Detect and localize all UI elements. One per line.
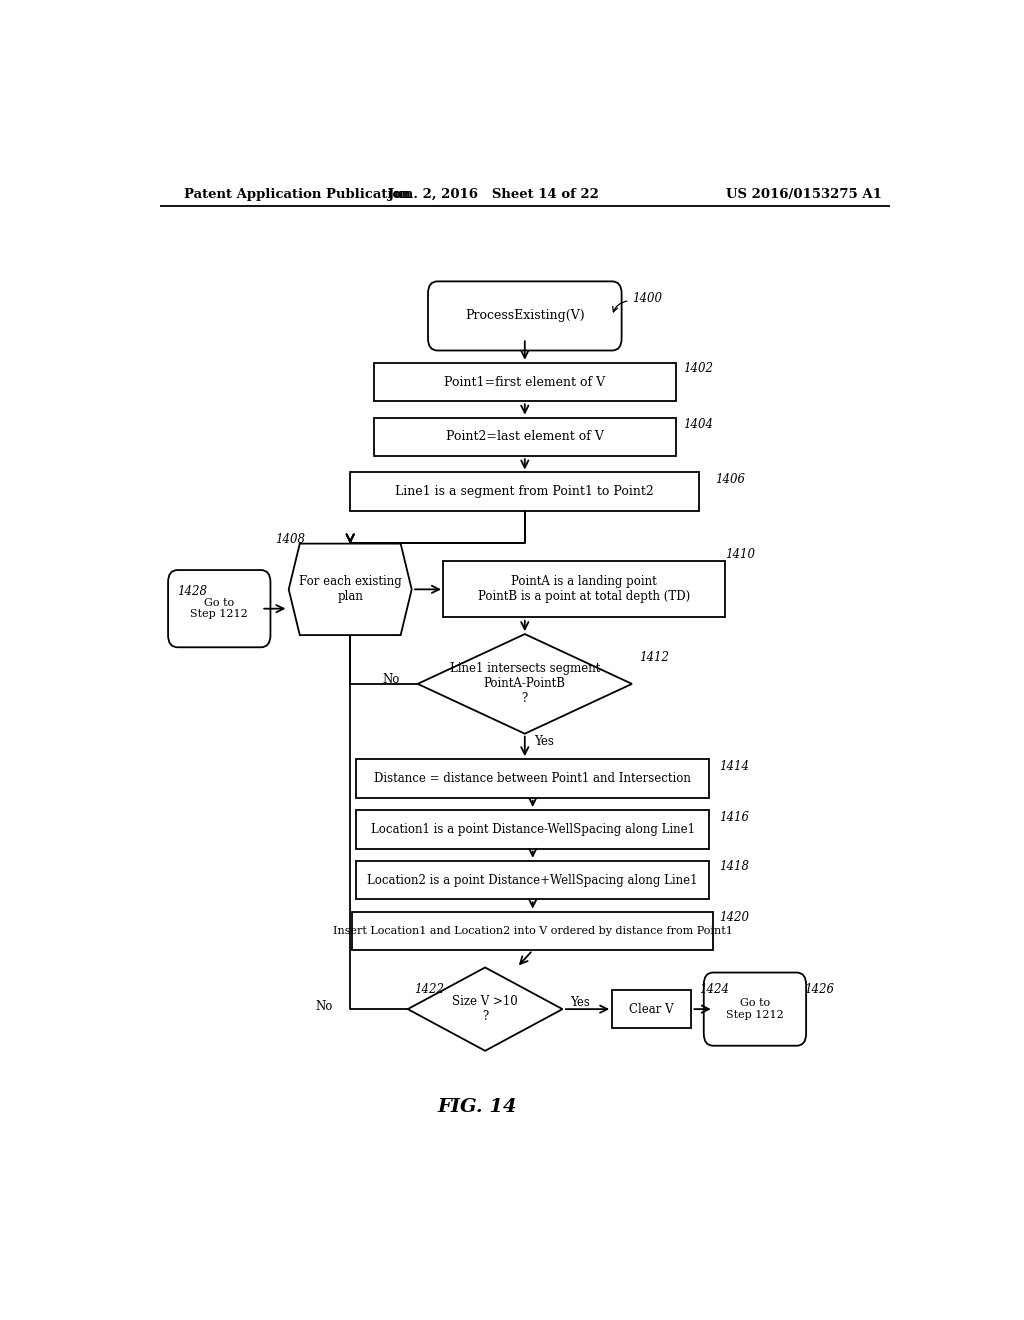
Text: 1416: 1416 — [719, 810, 750, 824]
Text: 1408: 1408 — [274, 533, 305, 546]
Bar — [374, 363, 676, 401]
Bar — [612, 990, 691, 1028]
Text: 1402: 1402 — [684, 362, 714, 375]
Text: 1424: 1424 — [699, 983, 729, 997]
Bar — [356, 861, 710, 899]
FancyBboxPatch shape — [168, 570, 270, 647]
Text: 1412: 1412 — [639, 651, 669, 664]
Text: 1414: 1414 — [719, 760, 750, 772]
Text: Yes: Yes — [570, 995, 590, 1008]
Text: 1400: 1400 — [632, 292, 662, 305]
Bar — [374, 417, 676, 457]
Text: Distance = distance between Point1 and Intersection: Distance = distance between Point1 and I… — [375, 772, 691, 785]
Polygon shape — [418, 634, 632, 734]
Text: Go to
Step 1212: Go to Step 1212 — [190, 598, 248, 619]
Polygon shape — [408, 968, 562, 1051]
Text: No: No — [382, 673, 399, 686]
FancyBboxPatch shape — [428, 281, 622, 351]
Bar — [356, 810, 710, 849]
Text: Location1 is a point Distance-WellSpacing along Line1: Location1 is a point Distance-WellSpacin… — [371, 822, 694, 836]
Text: 1426: 1426 — [804, 983, 835, 997]
Text: 1406: 1406 — [715, 473, 745, 486]
Bar — [352, 912, 714, 950]
Text: Yes: Yes — [535, 735, 554, 748]
Text: Jun. 2, 2016   Sheet 14 of 22: Jun. 2, 2016 Sheet 14 of 22 — [388, 189, 598, 202]
Text: Point2=last element of V: Point2=last element of V — [445, 430, 604, 444]
Text: 1404: 1404 — [684, 418, 714, 432]
Bar — [443, 561, 725, 618]
Text: 1420: 1420 — [719, 911, 750, 924]
Text: US 2016/0153275 A1: US 2016/0153275 A1 — [726, 189, 882, 202]
Text: PointA is a landing point
PointB is a point at total depth (TD): PointA is a landing point PointB is a po… — [478, 576, 690, 603]
Text: Insert Location1 and Location2 into V ordered by distance from Point1: Insert Location1 and Location2 into V or… — [333, 925, 733, 936]
Text: Clear V: Clear V — [630, 1003, 674, 1015]
Text: Line1 is a segment from Point1 to Point2: Line1 is a segment from Point1 to Point2 — [395, 486, 654, 498]
Polygon shape — [289, 544, 412, 635]
Text: 1418: 1418 — [719, 861, 750, 874]
Text: FIG. 14: FIG. 14 — [437, 1098, 517, 1115]
Text: Size V >10
?: Size V >10 ? — [453, 995, 518, 1023]
Bar — [350, 473, 699, 511]
Bar — [356, 759, 710, 797]
Text: 1428: 1428 — [177, 585, 207, 598]
Text: Patent Application Publication: Patent Application Publication — [183, 189, 411, 202]
Text: For each existing
plan: For each existing plan — [299, 576, 401, 603]
Text: ProcessExisting(V): ProcessExisting(V) — [465, 309, 585, 322]
Text: 1422: 1422 — [414, 983, 443, 997]
Text: Location2 is a point Distance+WellSpacing along Line1: Location2 is a point Distance+WellSpacin… — [368, 874, 698, 887]
Text: Point1=first element of V: Point1=first element of V — [444, 375, 605, 388]
Text: 1410: 1410 — [725, 548, 755, 561]
Text: Line1 intersects segment
PointA-PointB
?: Line1 intersects segment PointA-PointB ? — [450, 663, 600, 705]
Text: No: No — [315, 999, 333, 1012]
Text: Go to
Step 1212: Go to Step 1212 — [726, 998, 783, 1020]
FancyBboxPatch shape — [703, 973, 806, 1045]
